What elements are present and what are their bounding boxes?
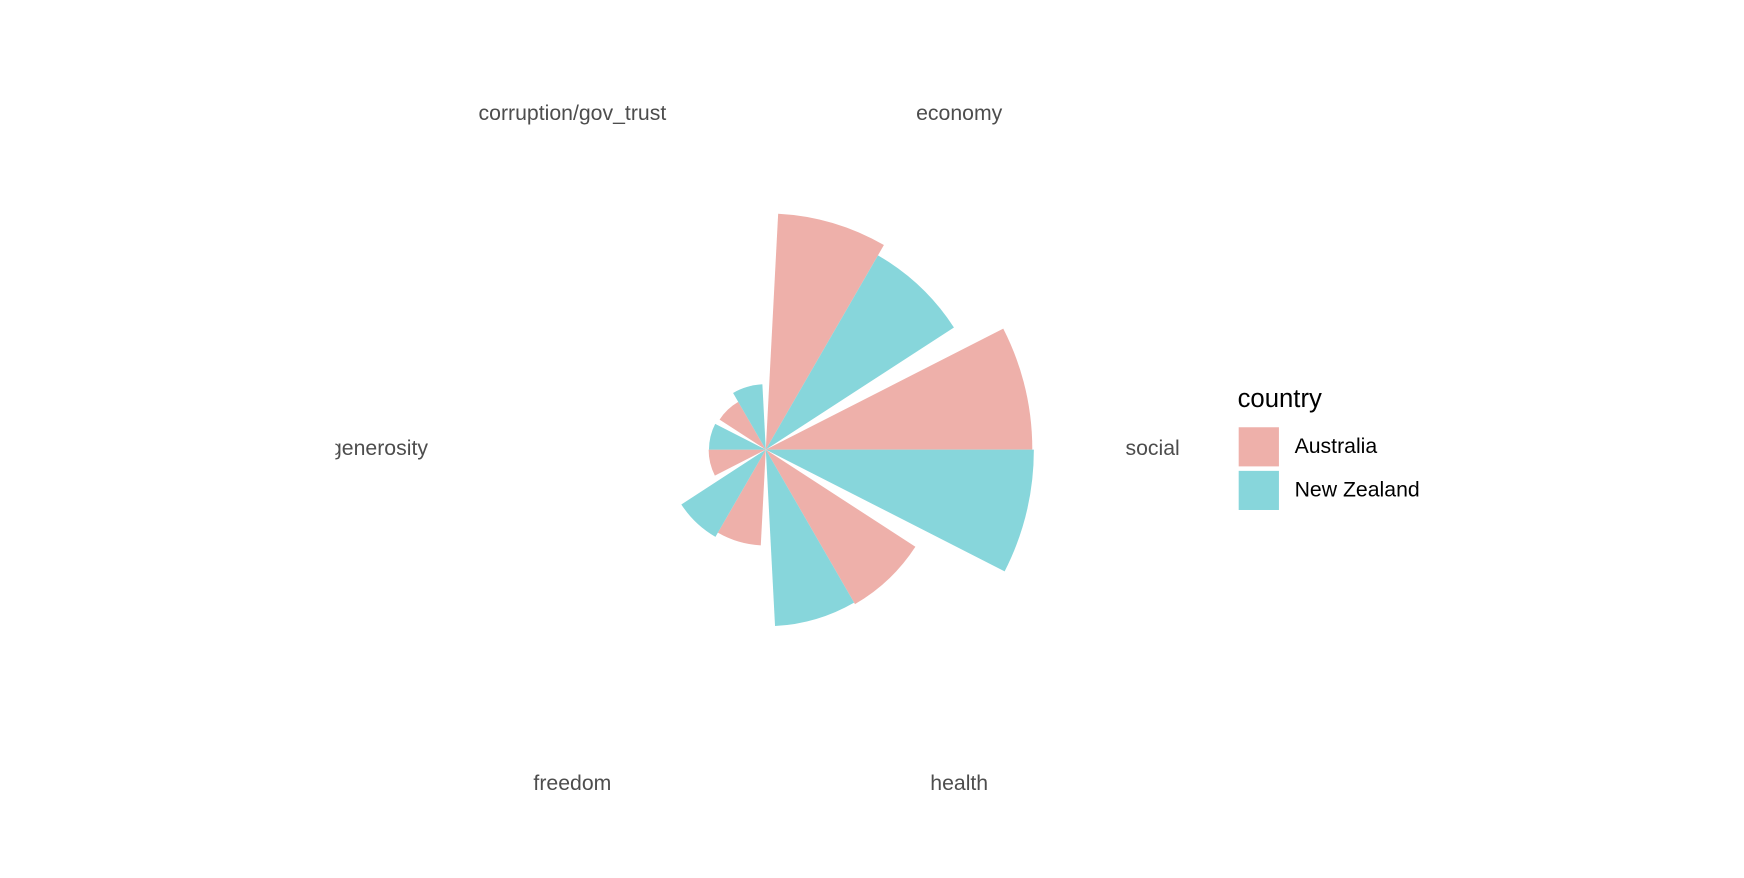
wedge — [708, 449, 766, 476]
wedge — [765, 328, 1033, 450]
category-label: social — [1125, 436, 1179, 460]
legend-key — [1238, 427, 1279, 467]
category-label: freedom — [533, 771, 611, 795]
category-label: economy — [916, 101, 1003, 125]
legend: Australia New Zealand — [1238, 427, 1420, 510]
category-label: generosity — [330, 436, 428, 460]
wedge — [765, 255, 954, 450]
wedge — [765, 449, 916, 605]
wedge — [733, 384, 766, 450]
wedge — [765, 449, 1034, 572]
wedge — [708, 423, 766, 450]
legend-title: country — [1238, 385, 1322, 413]
legend-key — [1238, 470, 1279, 510]
legend-label: Australia — [1295, 434, 1378, 458]
wedge — [719, 401, 766, 450]
wedge — [717, 449, 766, 546]
plot-area: economy social health freedom generosity corr… — [330, 101, 1179, 795]
legend-label: New Zealand — [1295, 478, 1420, 502]
category-label: corruption/gov_trust — [479, 101, 667, 125]
wedge — [765, 213, 884, 450]
wedge — [765, 449, 855, 627]
wedge — [681, 449, 766, 537]
category-label: health — [930, 771, 988, 795]
